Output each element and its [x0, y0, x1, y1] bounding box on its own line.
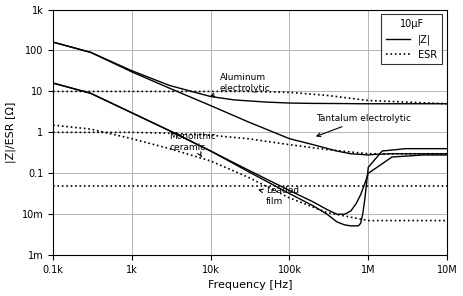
Legend: |Z|, ESR: |Z|, ESR — [381, 15, 442, 64]
Text: Tantalum electrolytic: Tantalum electrolytic — [316, 114, 412, 136]
Text: Aluminum
electrolytic: Aluminum electrolytic — [211, 73, 270, 97]
Text: Monolithic
ceramic: Monolithic ceramic — [169, 132, 216, 157]
X-axis label: Frequency [Hz]: Frequency [Hz] — [208, 280, 292, 290]
Y-axis label: |Z|/ESR [Ω]: |Z|/ESR [Ω] — [6, 102, 16, 163]
Text: Leaded
film: Leaded film — [259, 186, 299, 206]
